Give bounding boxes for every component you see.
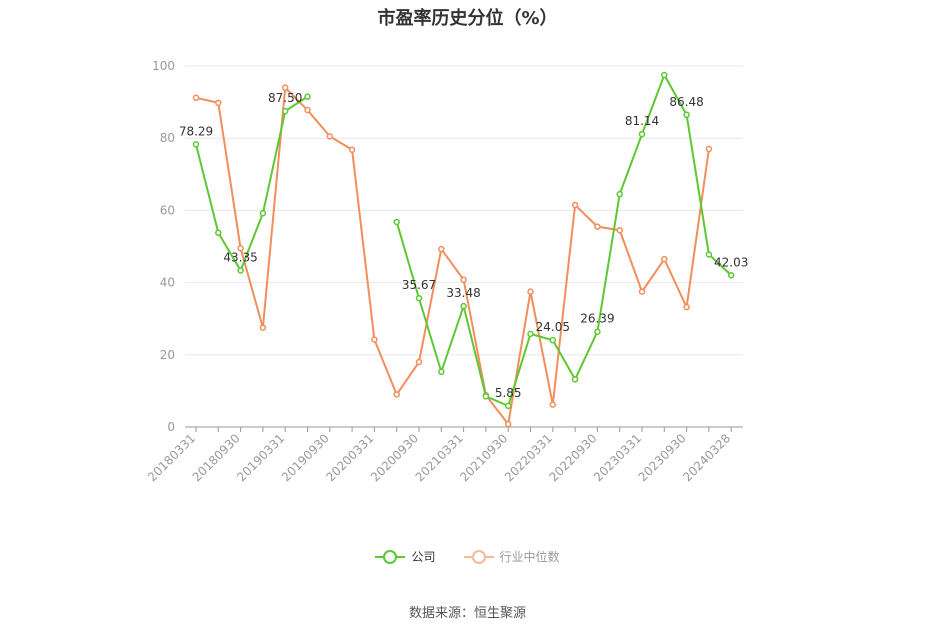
series-line-0 [195,95,309,272]
data-point-1 [683,303,690,311]
source-note: 数据来源：恒生聚源 [408,606,526,621]
data-point-0 [705,251,713,258]
legend-label-company: 公司 [411,550,436,564]
data-point-1 [616,227,623,234]
legend-item-industry-median[interactable]: 行业中位数 [463,548,560,565]
data-point-0 [259,210,267,217]
data-point-0 [460,302,467,310]
x-tick-label: 20200331 [323,431,376,484]
data-point-1 [504,420,512,428]
data-point-1 [237,245,244,252]
y-tick-label: 0 [167,420,175,434]
x-tick-label: 20210930 [457,431,510,484]
x-tick-label: 20190930 [279,431,332,484]
data-point-0 [482,393,490,400]
data-point-1 [215,99,222,107]
data-point-0 [594,328,601,335]
data-point-1 [348,146,356,154]
data-point-1 [594,223,601,230]
chart-title: 市盈率历史分位（%） [377,8,558,29]
data-point-1 [549,401,557,408]
legend-item-company[interactable]: 公司 [375,548,436,565]
data-point-1 [393,391,400,398]
data-point-0 [415,294,423,302]
data-point-1 [638,288,646,295]
data-point-0 [281,107,289,115]
data-point-1 [705,145,713,153]
x-tick-label: 20230331 [591,431,644,484]
data-point-0 [304,93,311,100]
y-tick-label: 40 [160,276,175,290]
x-tick-label: 20220930 [546,431,599,484]
x-tick-label: 20180331 [145,431,198,484]
series-line-0 [395,74,732,407]
data-point-1 [371,336,378,343]
data-point-0 [549,336,557,344]
data-point-0 [571,376,579,383]
data-point-1 [571,201,579,209]
data-point-1 [438,245,445,253]
data-point-0 [661,71,668,79]
data-point-1 [460,276,467,283]
data-point-0 [616,190,623,198]
data-point-1 [661,255,668,263]
y-tick-label: 100 [152,59,175,73]
data-point-0 [638,130,646,138]
x-tick-label: 20190331 [234,431,287,484]
data-point-0 [438,368,445,376]
data-label: 33.48 [446,286,480,300]
data-point-0 [215,229,222,237]
legend: 公司 行业中位数 [0,548,935,565]
data-point-1 [304,106,311,114]
legend-swatch-company [375,549,406,564]
data-point-0 [192,141,200,148]
x-tick-label: 20180930 [190,431,243,484]
data-point-0 [237,267,244,274]
data-point-0 [683,111,690,119]
data-label: 43.35 [223,251,257,265]
data-label: 78.29 [179,124,213,138]
data-point-1 [415,358,423,366]
data-point-0 [527,330,534,338]
x-tick-label: 20210331 [413,431,466,484]
data-point-1 [281,84,289,91]
data-point-0 [393,218,400,226]
data-label: 35.67 [402,278,436,292]
data-label: 26.39 [580,312,614,326]
x-tick-label: 20230930 [636,431,689,484]
x-tick-label: 20200930 [368,431,421,484]
data-label: 81.14 [625,114,659,128]
data-label: 24.05 [536,320,570,334]
legend-label-industry: 行业中位数 [499,550,560,564]
y-tick-label: 20 [160,348,175,362]
y-tick-label: 80 [160,131,175,145]
data-point-0 [727,272,735,279]
data-point-1 [192,94,200,102]
data-point-1 [527,288,534,295]
legend-swatch-industry [463,549,494,564]
x-tick-label: 20220331 [502,431,555,484]
data-label: 86.48 [669,95,703,109]
data-label: 87.50 [268,91,302,105]
data-point-1 [259,324,267,331]
x-tick-label: 20240328 [680,431,733,484]
data-label: 5.85 [495,386,522,400]
data-point-1 [326,133,334,140]
y-tick-label: 60 [160,203,175,217]
data-label: 42.03 [714,255,748,269]
data-point-0 [504,402,512,410]
